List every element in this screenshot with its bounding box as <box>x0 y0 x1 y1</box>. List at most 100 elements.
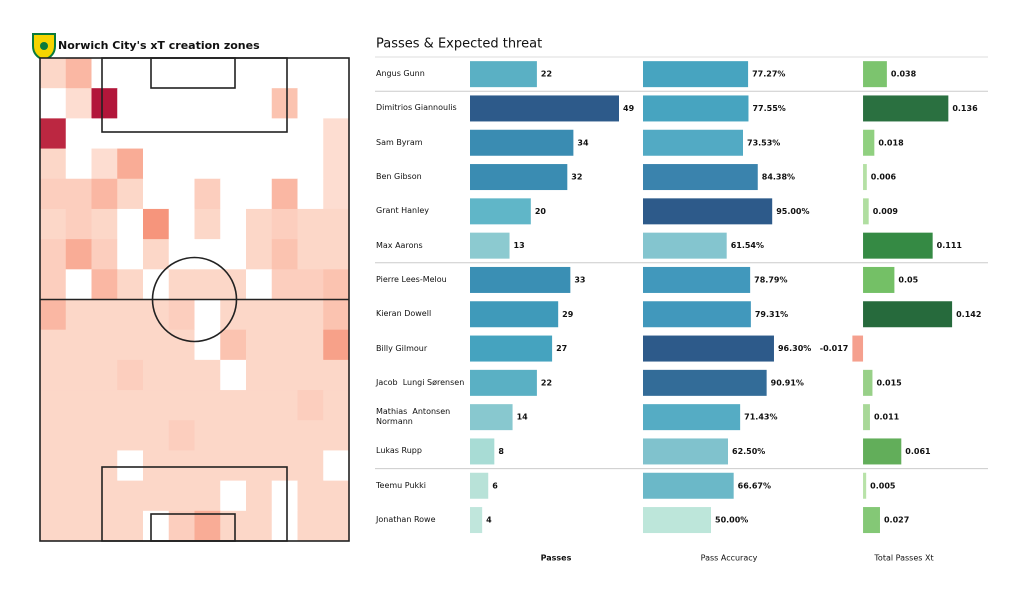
bar <box>863 129 875 156</box>
heat-cell <box>65 480 92 512</box>
heat-cell <box>297 420 324 451</box>
heat-cell <box>323 239 350 270</box>
bar <box>863 198 869 225</box>
bar <box>470 266 571 293</box>
heat-cell <box>297 88 324 119</box>
value-label: -0.017 <box>820 344 849 353</box>
bar <box>643 61 749 88</box>
heat-cell <box>40 299 67 331</box>
heat-cell <box>271 239 298 270</box>
heat-cell <box>323 269 350 300</box>
heat-cell <box>143 450 170 482</box>
heat-cell <box>168 118 195 150</box>
heat-cell <box>220 359 247 391</box>
bar <box>643 266 751 293</box>
heat-cell <box>194 118 221 150</box>
heat-cell <box>143 178 170 210</box>
heat-cell <box>194 88 221 119</box>
heat-cell <box>220 420 247 451</box>
heat-cell <box>271 390 298 421</box>
heat-cell <box>143 269 170 300</box>
heat-cell <box>246 480 273 512</box>
heat-cell <box>143 390 170 421</box>
heat-cell <box>91 299 118 331</box>
value-label: 77.55% <box>752 104 785 113</box>
heat-cell <box>117 208 144 240</box>
heat-cell <box>117 239 144 270</box>
heat-cell <box>40 450 67 482</box>
value-label: 0.005 <box>870 481 896 490</box>
heat-cell <box>91 178 118 210</box>
heat-cell <box>65 329 92 361</box>
heat-cell <box>246 420 273 451</box>
heat-cell <box>194 148 221 180</box>
bar <box>643 472 734 499</box>
heat-cell <box>246 269 273 300</box>
heat-cell <box>194 269 221 300</box>
bar <box>470 164 568 191</box>
heat-cell <box>117 269 144 300</box>
heat-cell <box>117 390 144 421</box>
value-label: 22 <box>541 378 552 387</box>
bar <box>470 369 537 396</box>
player-name: Lukas Rupp <box>376 446 422 456</box>
heat-cell <box>246 450 273 482</box>
heat-cell <box>323 118 350 150</box>
heat-cell <box>65 178 92 210</box>
heat-cell <box>246 208 273 240</box>
heat-cell <box>194 58 221 89</box>
heatmap <box>40 58 350 542</box>
heat-cell <box>220 88 247 119</box>
heat-cell <box>65 510 92 542</box>
heat-cell <box>246 148 273 180</box>
player-name: Jonathan Rowe <box>376 515 436 525</box>
player-name: Billy Gilmour <box>376 343 428 353</box>
player-name: Teemu Pukki <box>376 480 427 490</box>
heat-cell <box>168 178 195 210</box>
value-label: 84.38% <box>762 173 795 182</box>
heat-cell <box>220 480 247 512</box>
bar <box>863 472 867 499</box>
heat-cell <box>168 208 195 240</box>
heat-cell <box>194 359 221 391</box>
heat-cell <box>143 118 170 150</box>
heat-cell <box>91 148 118 180</box>
heat-cell <box>143 148 170 180</box>
value-label: 0.011 <box>874 413 900 422</box>
heat-cell <box>297 450 324 482</box>
heat-cell <box>297 239 324 270</box>
heat-cell <box>220 208 247 240</box>
heat-cell <box>194 178 221 210</box>
heat-cell <box>117 450 144 482</box>
heat-cell <box>271 58 298 89</box>
heat-cell <box>297 118 324 150</box>
heat-cell <box>143 420 170 451</box>
heat-cell <box>40 480 67 512</box>
heat-cell <box>91 510 118 542</box>
bar <box>643 404 741 431</box>
heat-cell <box>65 208 92 240</box>
heat-cell <box>246 58 273 89</box>
bar <box>863 301 953 328</box>
heat-cell <box>117 299 144 331</box>
bar-title: Passes & Expected threat <box>376 37 542 52</box>
heat-cell <box>246 88 273 119</box>
value-label: 0.136 <box>952 104 978 113</box>
heat-cell <box>117 148 144 180</box>
bar <box>470 232 510 259</box>
heat-cell <box>323 390 350 421</box>
heat-cell <box>65 359 92 391</box>
heat-cell <box>323 420 350 451</box>
heat-cell <box>40 88 67 119</box>
heat-cell <box>143 510 170 542</box>
heat-cell <box>246 510 273 542</box>
heat-cell <box>246 239 273 270</box>
heat-cell <box>271 118 298 150</box>
heat-cell <box>168 299 195 331</box>
heat-cell <box>297 269 324 300</box>
bar <box>643 369 767 396</box>
heat-cell <box>323 510 350 542</box>
heat-cell <box>323 208 350 240</box>
heat-cell <box>220 148 247 180</box>
bar <box>470 129 574 156</box>
